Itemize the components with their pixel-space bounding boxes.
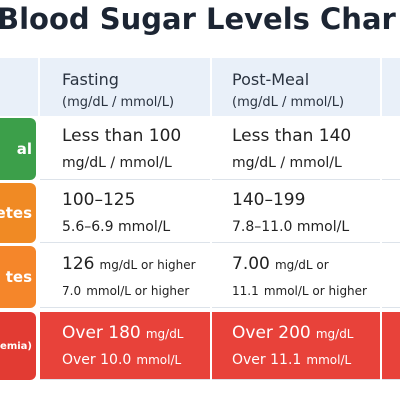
cell: Less than 100 mg/dL / mmol/L <box>40 118 210 180</box>
row-label: al <box>0 118 36 180</box>
row-label: tes <box>0 246 36 308</box>
cell-line: mg/dL / mmol/L <box>62 152 210 171</box>
cell-line: mg/dL / mmol/L <box>232 152 380 171</box>
cell-text: 140–199 <box>232 190 306 210</box>
cell-line: 100–125 <box>62 190 210 210</box>
title: Blood Sugar Levels Char <box>0 2 396 36</box>
cell: Less than 140 mg/dL / mmol/L <box>212 118 380 180</box>
cell-line: 126 mg/dL or higher <box>62 254 210 274</box>
cell-text: mg/dL or <box>274 258 329 272</box>
cut-cell <box>382 246 400 308</box>
cell-line: 7.8–11.0 mmol/L <box>232 216 380 235</box>
cell: 140–199 7.8–11.0 mmol/L <box>212 183 380 243</box>
row-label: etes <box>0 183 36 243</box>
header-blank <box>0 58 38 116</box>
cell-text: 7.0 <box>62 284 82 298</box>
cell-line: Over 11.1 mmol/L <box>232 349 380 368</box>
cell: 126 mg/dL or higher 7.0 mmol/L or higher <box>40 246 210 308</box>
cell-text: 126 <box>62 254 95 274</box>
row-label: emia) <box>0 312 36 380</box>
cell-text: 11.1 <box>232 284 259 298</box>
cell-text: 7.8–11.0 mmol/L <box>232 219 350 235</box>
header-cut <box>382 58 400 116</box>
cell-line: Over 10.0 mmol/L <box>62 349 210 368</box>
cell: Over 180 mg/dL Over 10.0 mmol/L <box>40 312 210 380</box>
cell-text: mg/dL or higher <box>99 258 196 272</box>
header-units: (mg/dL / mmol/L) <box>232 95 345 110</box>
cell-text: Over 200 <box>232 323 311 343</box>
cell: 100–125 5.6–6.9 mmol/L <box>40 183 210 243</box>
cell-text: mg/dL / mmol/L <box>62 155 172 171</box>
cell-line: 5.6–6.9 mmol/L <box>62 216 210 235</box>
cell-line: 11.1 mmol/L or higher <box>232 280 380 299</box>
header-units: (mg/dL / mmol/L) <box>62 95 175 110</box>
cell-text: Less than 140 <box>232 126 352 146</box>
cell-line: Less than 100 <box>62 126 210 146</box>
header-fasting: Fasting (mg/dL / mmol/L) <box>40 58 210 116</box>
cell: Over 200 mg/dL Over 11.1 mmol/L <box>212 312 380 380</box>
header-post-meal: Post-Meal (mg/dL / mmol/L) <box>212 58 380 116</box>
cell-line: Over 180 mg/dL <box>62 323 210 343</box>
cell-text: mmol/L <box>306 353 352 367</box>
cell-text: 100–125 <box>62 190 136 210</box>
cell-text: Less than 100 <box>62 126 182 146</box>
cut-cell <box>382 312 400 380</box>
cell-text: mg/dL <box>315 327 354 341</box>
cut-cell <box>382 118 400 180</box>
cell: 7.00 mg/dL or 11.1 mmol/L or higher <box>212 246 380 308</box>
cell-line: 7.0 mmol/L or higher <box>62 280 210 299</box>
cell-line: 140–199 <box>232 190 380 210</box>
cell-text: mmol/L or higher <box>263 284 367 298</box>
cell-text: 7.00 <box>232 254 270 274</box>
cell-text: Over 10.0 <box>62 352 132 368</box>
cut-cell <box>382 183 400 243</box>
cell-line: Less than 140 <box>232 126 380 146</box>
cell-line: Over 200 mg/dL <box>232 323 380 343</box>
cell-text: 5.6–6.9 mmol/L <box>62 219 171 235</box>
cell-text: mmol/L or higher <box>86 284 190 298</box>
cell-text: mg/dL / mmol/L <box>232 155 342 171</box>
header-name: Fasting <box>62 70 119 89</box>
cell-text: Over 11.1 <box>232 352 302 368</box>
cell-text: mmol/L <box>136 353 182 367</box>
header-name: Post-Meal <box>232 70 310 89</box>
cell-text: Over 180 <box>62 323 141 343</box>
cell-line: 7.00 mg/dL or <box>232 254 380 274</box>
cell-text: mg/dL <box>145 327 184 341</box>
